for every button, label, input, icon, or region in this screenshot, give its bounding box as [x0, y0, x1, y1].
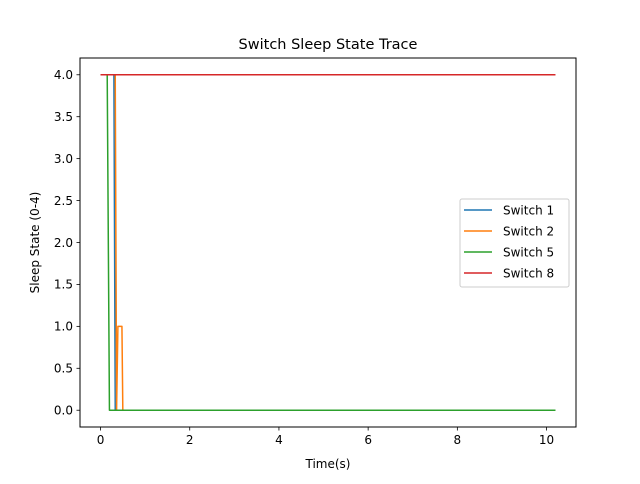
x-tick-label: 4	[275, 433, 283, 447]
legend-label: Switch 1	[503, 203, 554, 217]
legend-box	[459, 198, 570, 288]
legend-label: Switch 8	[503, 266, 554, 280]
x-tick-label: 0	[97, 433, 105, 447]
y-tick-label: 2.5	[54, 194, 73, 208]
x-tick-label: 6	[364, 433, 372, 447]
y-tick-label: 0.0	[54, 404, 73, 418]
y-tick-label: 4.0	[54, 68, 73, 82]
y-tick-label: 3.0	[54, 152, 73, 166]
y-tick-label: 0.5	[54, 362, 73, 376]
x-axis-label: Time(s)	[305, 457, 351, 471]
x-tick-label: 2	[186, 433, 194, 447]
chart-title: Switch Sleep State Trace	[239, 37, 418, 53]
x-axis: 0 2 4 6 8 10	[97, 427, 554, 447]
y-tick-label: 2.0	[54, 236, 73, 250]
legend-label: Switch 5	[503, 245, 554, 259]
y-tick-label: 3.5	[54, 110, 73, 124]
y-tick-label: 1.0	[54, 320, 73, 334]
y-tick-label: 1.5	[54, 278, 73, 292]
legend: Switch 1 Switch 2 Switch 5 Switch 8	[459, 198, 570, 288]
x-tick-label: 10	[539, 433, 554, 447]
legend-label: Switch 2	[503, 224, 554, 238]
x-tick-label: 8	[454, 433, 462, 447]
y-axis: 0.0 0.5 1.0 1.5 2.0 2.5 3.0 3.5 4.0	[54, 68, 80, 418]
y-axis-label: Sleep State (0-4)	[28, 192, 42, 294]
plot-lines	[100, 74, 556, 411]
